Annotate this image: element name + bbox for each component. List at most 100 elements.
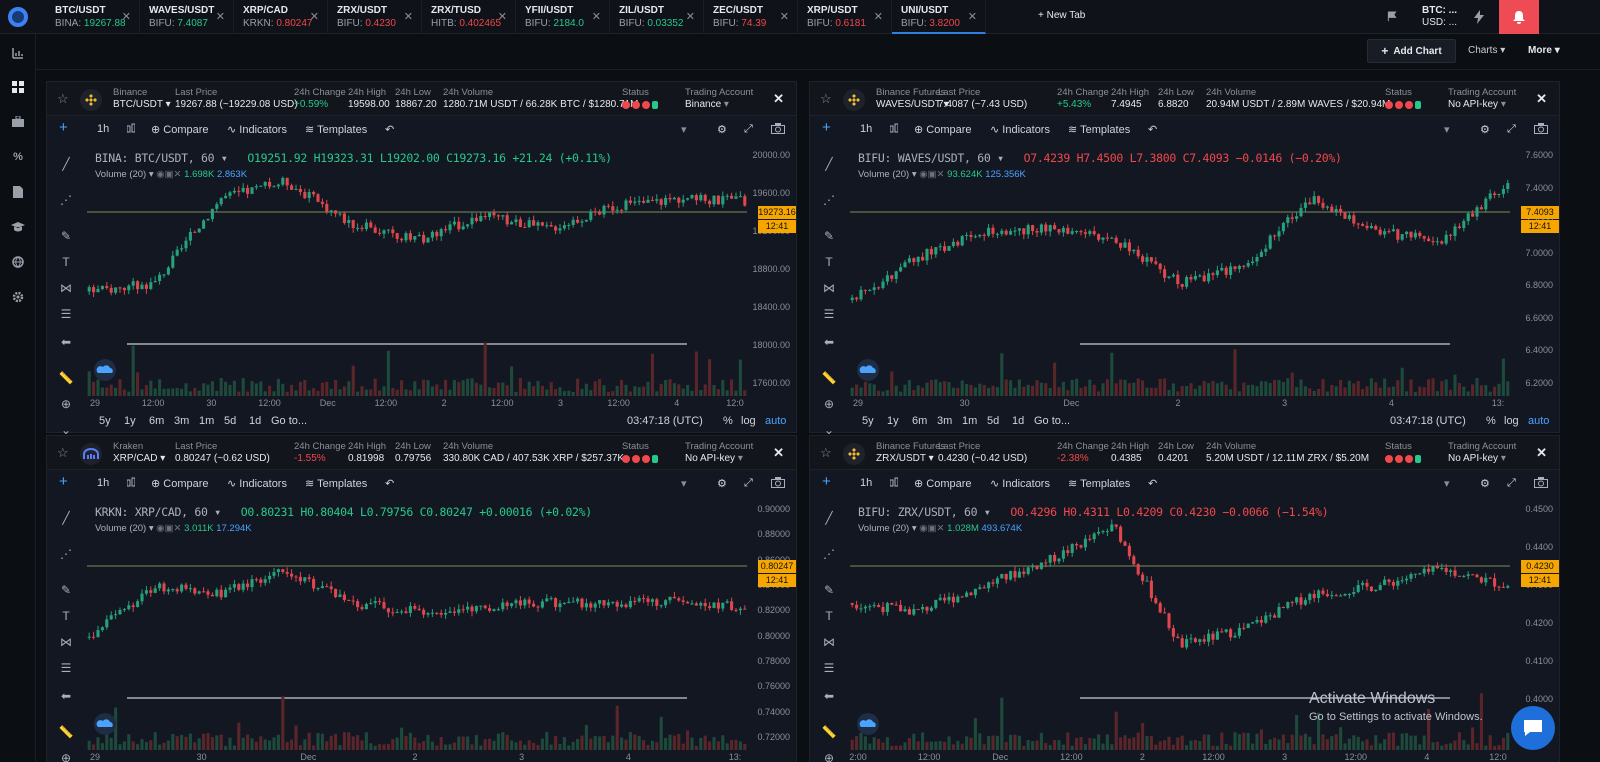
log-toggle[interactable]: log	[1504, 415, 1519, 427]
prediction-tool-icon[interactable]: ☰	[823, 307, 835, 321]
collapse-chevron-icon[interactable]: ⌄	[823, 423, 835, 437]
crosshair-icon[interactable]: +	[59, 119, 68, 136]
arrow-left-icon[interactable]: ⬅	[60, 689, 72, 703]
tab-waves-usdt[interactable]: WAVES/USDT BIFU: 7.4087 ✕	[140, 0, 234, 34]
ruler-icon[interactable]: 📏	[821, 725, 837, 739]
tab-xrp-usdt[interactable]: XRP/USDT BIFU: 0.6181 ✕	[798, 0, 892, 34]
candlestick-chart[interactable]	[87, 144, 747, 396]
ruler-icon[interactable]: 📏	[821, 371, 837, 385]
indicators-button[interactable]: ∿ Indicators	[227, 123, 287, 136]
exchange-selector[interactable]: Kraken XRP/CAD ▾	[113, 441, 165, 465]
range-5y[interactable]: 5y	[862, 415, 874, 427]
star-icon[interactable]: ☆	[57, 445, 69, 460]
gear-icon[interactable]	[11, 290, 25, 304]
arrow-left-icon[interactable]: ⬅	[60, 335, 72, 349]
tab-xrp-cad[interactable]: XRP/CAD KRKN: 0.80247 ✕	[234, 0, 328, 34]
range-5d[interactable]: 5d	[224, 415, 237, 427]
prediction-tool-icon[interactable]: ☰	[823, 661, 835, 675]
interval-button[interactable]: 1h	[860, 477, 873, 489]
cloud-badge-icon[interactable]	[857, 713, 879, 735]
volume-controls-icon[interactable]: ◉▣✕	[156, 169, 182, 180]
range-1m[interactable]: 1m	[962, 415, 978, 427]
brush-icon[interactable]: ✎	[823, 229, 835, 243]
percent-toggle[interactable]: %	[1486, 415, 1496, 427]
cloud-badge-icon[interactable]	[94, 713, 116, 735]
percent-toggle[interactable]: %	[723, 415, 733, 427]
trading-account-selector[interactable]: Trading Account No API-key ▾	[685, 441, 753, 465]
add-chart-button[interactable]: + Add Chart	[1367, 39, 1456, 63]
fullscreen-icon[interactable]: ⤢	[744, 477, 753, 489]
time-axis[interactable]: 29 30 Dec 2 3 4 13:	[87, 752, 747, 762]
close-tab-icon[interactable]: ✕	[215, 11, 225, 23]
close-panel-icon[interactable]: ✕	[1536, 91, 1547, 106]
crosshair-icon[interactable]: +	[822, 119, 831, 136]
candlestick-chart[interactable]	[850, 144, 1510, 396]
close-tab-icon[interactable]: ✕	[591, 11, 601, 23]
undo-icon[interactable]: ↶	[1148, 478, 1158, 490]
brush-icon[interactable]: ✎	[60, 583, 72, 597]
tab-zil-usdt[interactable]: ZIL/USDT BIFU: 0.03352 ✕	[610, 0, 704, 34]
templates-button[interactable]: ≋ Templates	[305, 477, 367, 490]
range-6m[interactable]: 6m	[912, 415, 928, 427]
exchange-selector[interactable]: Binance Futures WAVES/USDT ▾	[876, 87, 949, 111]
settings-gear-icon[interactable]: ⚙	[717, 124, 727, 136]
layout-grid-icon[interactable]	[11, 80, 25, 94]
candle-type-icon[interactable]	[126, 123, 136, 138]
tab-uni-usdt[interactable]: UNI/USDT BIFU: 3.8200 ✕	[892, 0, 986, 34]
chevron-down-icon[interactable]: ▾	[681, 478, 687, 490]
trend-line-icon[interactable]: ╱	[825, 511, 833, 525]
cloud-badge-icon[interactable]	[94, 359, 116, 381]
volume-controls-icon[interactable]: ◉▣✕	[919, 169, 945, 180]
close-tab-icon[interactable]: ✕	[967, 11, 977, 23]
briefcase-icon[interactable]	[11, 115, 25, 129]
percent-icon[interactable]: %	[13, 151, 23, 163]
trend-line-icon[interactable]: ╱	[62, 511, 70, 525]
settings-gear-icon[interactable]: ⚙	[1480, 124, 1490, 136]
go-to-button[interactable]: Go to...	[1034, 415, 1071, 427]
candle-type-icon[interactable]	[889, 123, 899, 138]
undo-icon[interactable]: ↶	[1148, 124, 1158, 136]
candle-type-icon[interactable]	[889, 477, 899, 492]
document-icon[interactable]	[11, 185, 25, 199]
compare-button[interactable]: ⊕ Compare	[151, 477, 209, 490]
compare-button[interactable]: ⊕ Compare	[914, 123, 972, 136]
range-1m[interactable]: 1m	[199, 415, 215, 427]
volume-controls-icon[interactable]: ◉▣✕	[919, 523, 945, 534]
exchange-selector[interactable]: Binance BTC/USDT ▾	[113, 87, 171, 111]
settings-gear-icon[interactable]: ⚙	[1480, 478, 1490, 490]
settings-gear-icon[interactable]: ⚙	[717, 478, 727, 490]
volume-controls-icon[interactable]: ◉▣✕	[156, 523, 182, 534]
interval-button[interactable]: 1h	[97, 123, 110, 135]
graduation-cap-icon[interactable]	[11, 220, 25, 234]
price-axis[interactable]: 0.900000.880000.860000.840000.820000.800…	[744, 498, 796, 750]
brush-icon[interactable]: ✎	[60, 229, 72, 243]
range-5d[interactable]: 5d	[987, 415, 1000, 427]
charts-menu[interactable]: Charts ▾	[1468, 45, 1505, 56]
range-1d[interactable]: 1d	[1012, 415, 1025, 427]
interval-button[interactable]: 1h	[860, 123, 873, 135]
time-axis[interactable]: 29 12:00 30 12:00 Dec 12:00 2 12:00 3 12:00 4 12:0	[87, 398, 747, 412]
trading-account-selector[interactable]: Trading Account No API-key ▾	[1448, 441, 1516, 465]
app-logo[interactable]	[0, 0, 36, 34]
notifications-bell-button[interactable]	[1499, 0, 1539, 34]
globe-icon[interactable]	[11, 255, 25, 269]
candle-type-icon[interactable]	[126, 477, 136, 492]
indicators-button[interactable]: ∿ Indicators	[990, 477, 1050, 490]
time-axis[interactable]: 2:00 12:00 Dec 12:00 2 12:00 3 12:00 4 12:0	[849, 752, 1510, 762]
close-tab-icon[interactable]: ✕	[873, 11, 883, 23]
new-tab-button[interactable]: + New Tab	[1038, 10, 1086, 21]
go-to-button[interactable]: Go to...	[271, 415, 308, 427]
collapse-chevron-icon[interactable]: ⌄	[60, 423, 72, 437]
ticker-summary[interactable]: BTC: ... USD: ...	[1422, 5, 1457, 29]
close-tab-icon[interactable]: ✕	[685, 11, 695, 23]
templates-button[interactable]: ≋ Templates	[305, 123, 367, 136]
fullscreen-icon[interactable]: ⤢	[1507, 477, 1516, 489]
range-1d[interactable]: 1d	[249, 415, 262, 427]
star-icon[interactable]: ☆	[820, 445, 832, 460]
zoom-in-icon[interactable]: ⊕	[823, 751, 835, 762]
ruler-icon[interactable]: 📏	[58, 371, 74, 385]
text-tool-icon[interactable]: T	[825, 255, 833, 269]
text-tool-icon[interactable]: T	[825, 609, 833, 623]
chat-button[interactable]	[1511, 706, 1555, 750]
undo-icon[interactable]: ↶	[385, 478, 395, 490]
